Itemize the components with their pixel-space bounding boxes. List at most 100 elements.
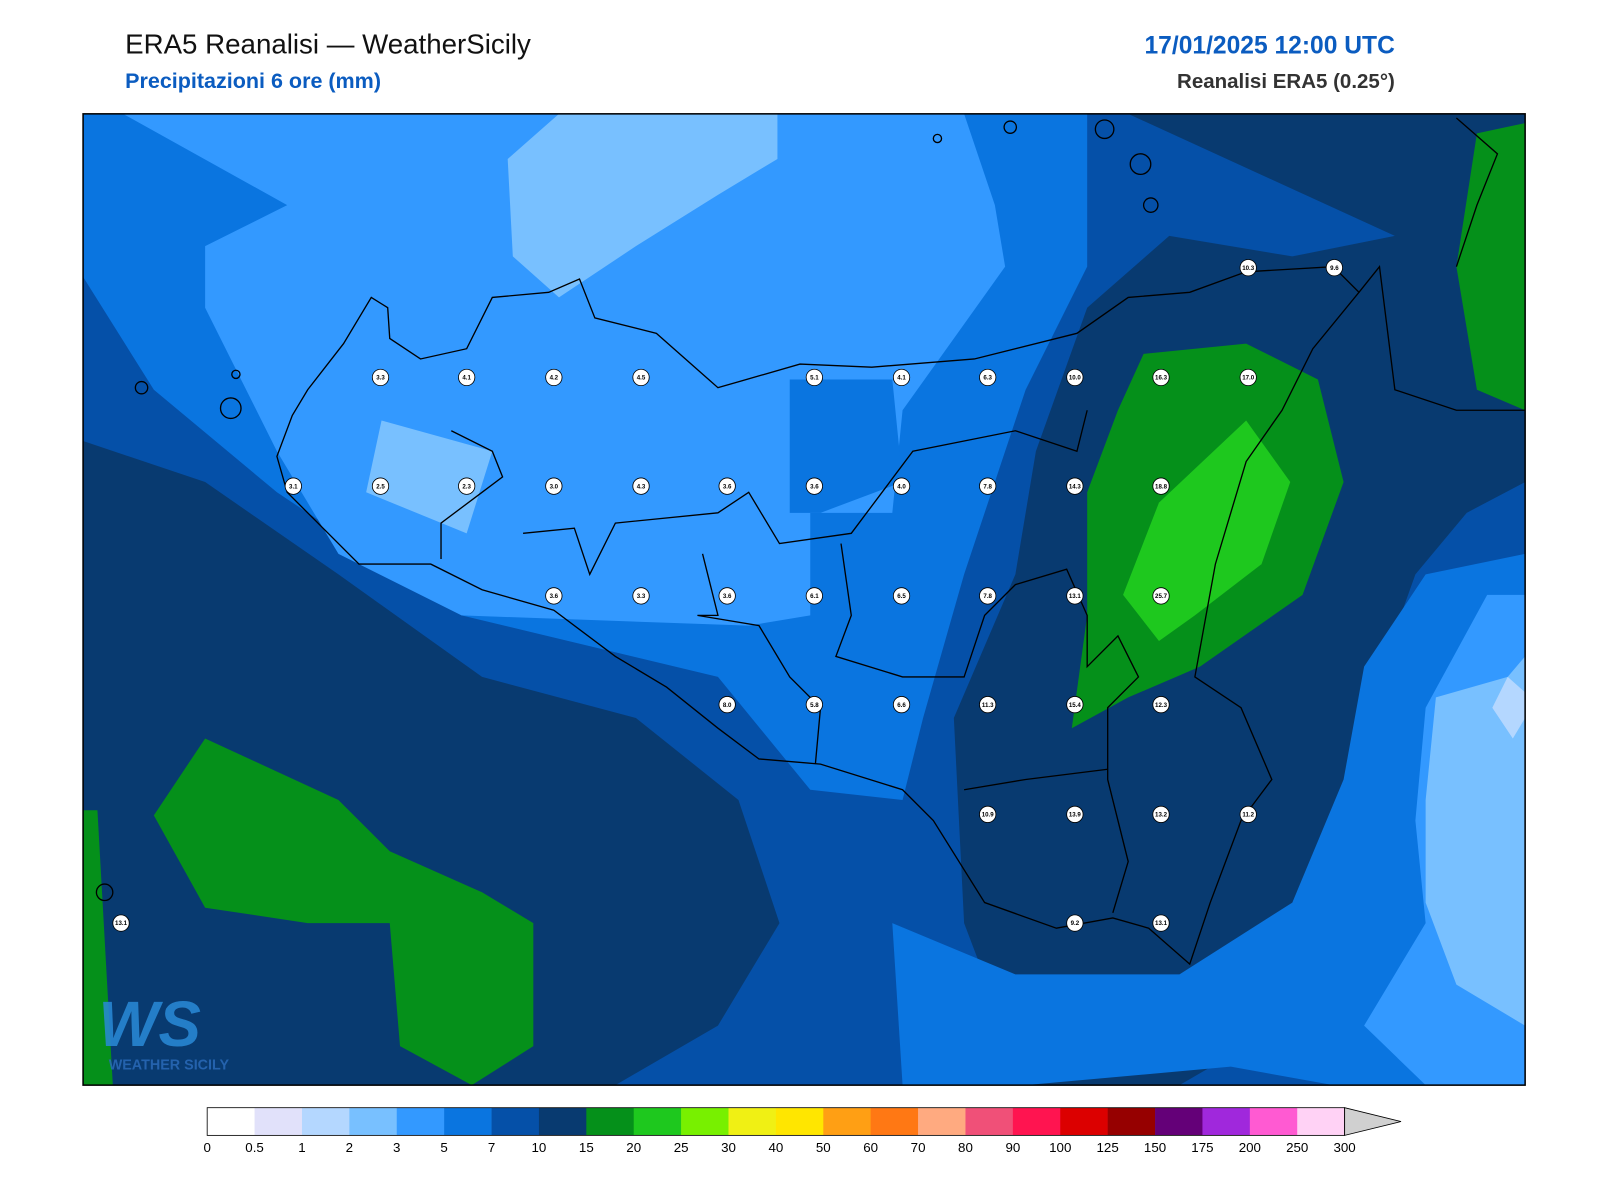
colorbar-swatch bbox=[1060, 1107, 1108, 1136]
station-value: 7.8 bbox=[983, 483, 992, 490]
colorbar-swatch bbox=[1297, 1107, 1345, 1136]
colorbar-swatch bbox=[538, 1107, 587, 1136]
colorbar-label: 10 bbox=[532, 1140, 547, 1155]
colorbar-label: 40 bbox=[768, 1140, 783, 1155]
colorbar-label: 7 bbox=[488, 1140, 495, 1155]
station-dot bbox=[892, 695, 911, 714]
colorbar-swatch bbox=[349, 1107, 398, 1136]
station-value: 3.6 bbox=[810, 483, 819, 490]
colorbar-label: 80 bbox=[958, 1140, 973, 1155]
station-dot bbox=[892, 587, 911, 605]
station-value: 11.3 bbox=[982, 702, 994, 709]
station-value: 3.3 bbox=[376, 375, 385, 382]
colorbar-label: 50 bbox=[816, 1140, 831, 1155]
station-dot bbox=[1239, 259, 1257, 277]
station-value: 18.8 bbox=[1155, 483, 1168, 490]
colorbar-swatch bbox=[681, 1107, 729, 1136]
precip-field bbox=[83, 113, 1526, 1086]
station-value: 4.3 bbox=[637, 483, 646, 490]
colorbar-label: 2 bbox=[346, 1140, 353, 1155]
colorbar-label: 3 bbox=[393, 1140, 400, 1155]
station-value: 6.1 bbox=[810, 593, 819, 600]
station-dot bbox=[1066, 587, 1084, 605]
station-dot bbox=[632, 587, 650, 605]
station-value: 6.5 bbox=[897, 593, 906, 600]
station-value: 12.3 bbox=[1155, 702, 1168, 709]
station-dot bbox=[805, 695, 823, 714]
colorbar-label: 60 bbox=[863, 1140, 878, 1155]
station-value: 3.6 bbox=[550, 593, 559, 600]
station-value: 25.7 bbox=[1155, 593, 1168, 600]
station-value: 8.0 bbox=[723, 702, 732, 709]
station-value: 4.2 bbox=[550, 375, 559, 382]
colorbar-swatch bbox=[491, 1107, 540, 1136]
station-value: 10.3 bbox=[1242, 265, 1255, 272]
station-dot bbox=[458, 368, 476, 387]
colorbar-frame bbox=[206, 1107, 1346, 1136]
colorbar-swatch bbox=[444, 1107, 492, 1136]
station-dot bbox=[1239, 368, 1257, 387]
station-dot bbox=[1239, 805, 1257, 823]
station-dot bbox=[805, 368, 823, 387]
station-value: 16.3 bbox=[1155, 375, 1168, 382]
station-dot bbox=[979, 368, 997, 387]
station-value: 5.8 bbox=[810, 702, 819, 709]
colorbar-label: 15 bbox=[579, 1140, 594, 1155]
station-dot bbox=[545, 477, 563, 495]
station-value: 3.1 bbox=[289, 483, 298, 490]
colorbar-label: 30 bbox=[721, 1140, 736, 1155]
colorbar-label: 125 bbox=[1097, 1140, 1119, 1155]
station-labels: 10.3 9.6 3.3 4.1 4.2 4.5 5.1 4.1 6.3 10.0 16.3 17.0… bbox=[112, 259, 1343, 932]
colorbar-swatch bbox=[396, 1107, 445, 1136]
station-dot bbox=[979, 805, 997, 823]
station-value: 10.9 bbox=[982, 811, 995, 818]
station-dot bbox=[718, 477, 736, 495]
colorbar-label: 200 bbox=[1239, 1140, 1261, 1155]
colorbar-swatch bbox=[728, 1107, 777, 1136]
colorbar-label: 250 bbox=[1286, 1140, 1308, 1155]
colorbar-label: 0.5 bbox=[245, 1140, 264, 1155]
station-value: 3.6 bbox=[723, 483, 732, 490]
colorbar: 0 0.5 1 2 3 5 7 10 15 20 25 30 40 50 60 70 80 90 100 125 150… bbox=[203, 1107, 1402, 1155]
station-dot bbox=[1066, 477, 1084, 495]
station-value: 7.8 bbox=[983, 593, 992, 600]
logo-text: WEATHER SICILY bbox=[109, 1058, 230, 1074]
colorbar-swatch bbox=[823, 1107, 871, 1136]
station-dot bbox=[892, 368, 911, 387]
station-dot bbox=[979, 587, 997, 605]
station-value: 3.0 bbox=[550, 483, 559, 490]
colorbar-label: 70 bbox=[911, 1140, 926, 1155]
colorbar-label: 100 bbox=[1049, 1140, 1071, 1155]
colorbar-extend bbox=[1344, 1107, 1402, 1136]
colorbar-label: 300 bbox=[1333, 1140, 1355, 1155]
colorbar-swatch bbox=[1155, 1107, 1203, 1136]
station-value: 13.1 bbox=[1155, 920, 1168, 927]
station-value: 3.6 bbox=[723, 593, 732, 600]
colorbar-swatch bbox=[254, 1107, 303, 1136]
station-value: 13.1 bbox=[115, 920, 128, 927]
colorbar-swatch bbox=[207, 1107, 255, 1136]
station-value: 11.2 bbox=[1242, 811, 1254, 818]
colorbar-swatch bbox=[586, 1107, 635, 1136]
station-value: 3.3 bbox=[637, 593, 646, 600]
colorbar-swatch bbox=[918, 1107, 966, 1136]
colorbar-swatch bbox=[1249, 1107, 1298, 1136]
colorbar-swatch bbox=[870, 1107, 919, 1136]
subtitle: Precipitazioni 6 ore (mm) bbox=[125, 69, 381, 93]
colorbar-swatch bbox=[775, 1107, 824, 1136]
station-value: 10.0 bbox=[1069, 375, 1082, 382]
colorbar-swatch bbox=[965, 1107, 1014, 1136]
station-dot bbox=[632, 368, 650, 387]
station-value: 2.5 bbox=[376, 483, 385, 490]
station-value: 13.1 bbox=[1069, 593, 1082, 600]
colorbar-label: 0 bbox=[203, 1140, 210, 1155]
station-dot bbox=[1152, 368, 1170, 387]
station-dot bbox=[892, 477, 911, 495]
colorbar-swatch bbox=[1012, 1107, 1061, 1136]
station-dot bbox=[545, 587, 563, 605]
colorbar-label: 20 bbox=[626, 1140, 641, 1155]
station-dot bbox=[284, 477, 302, 495]
station-dot bbox=[1152, 914, 1170, 932]
colorbar-label: 175 bbox=[1191, 1140, 1213, 1155]
station-dot bbox=[1066, 695, 1084, 714]
